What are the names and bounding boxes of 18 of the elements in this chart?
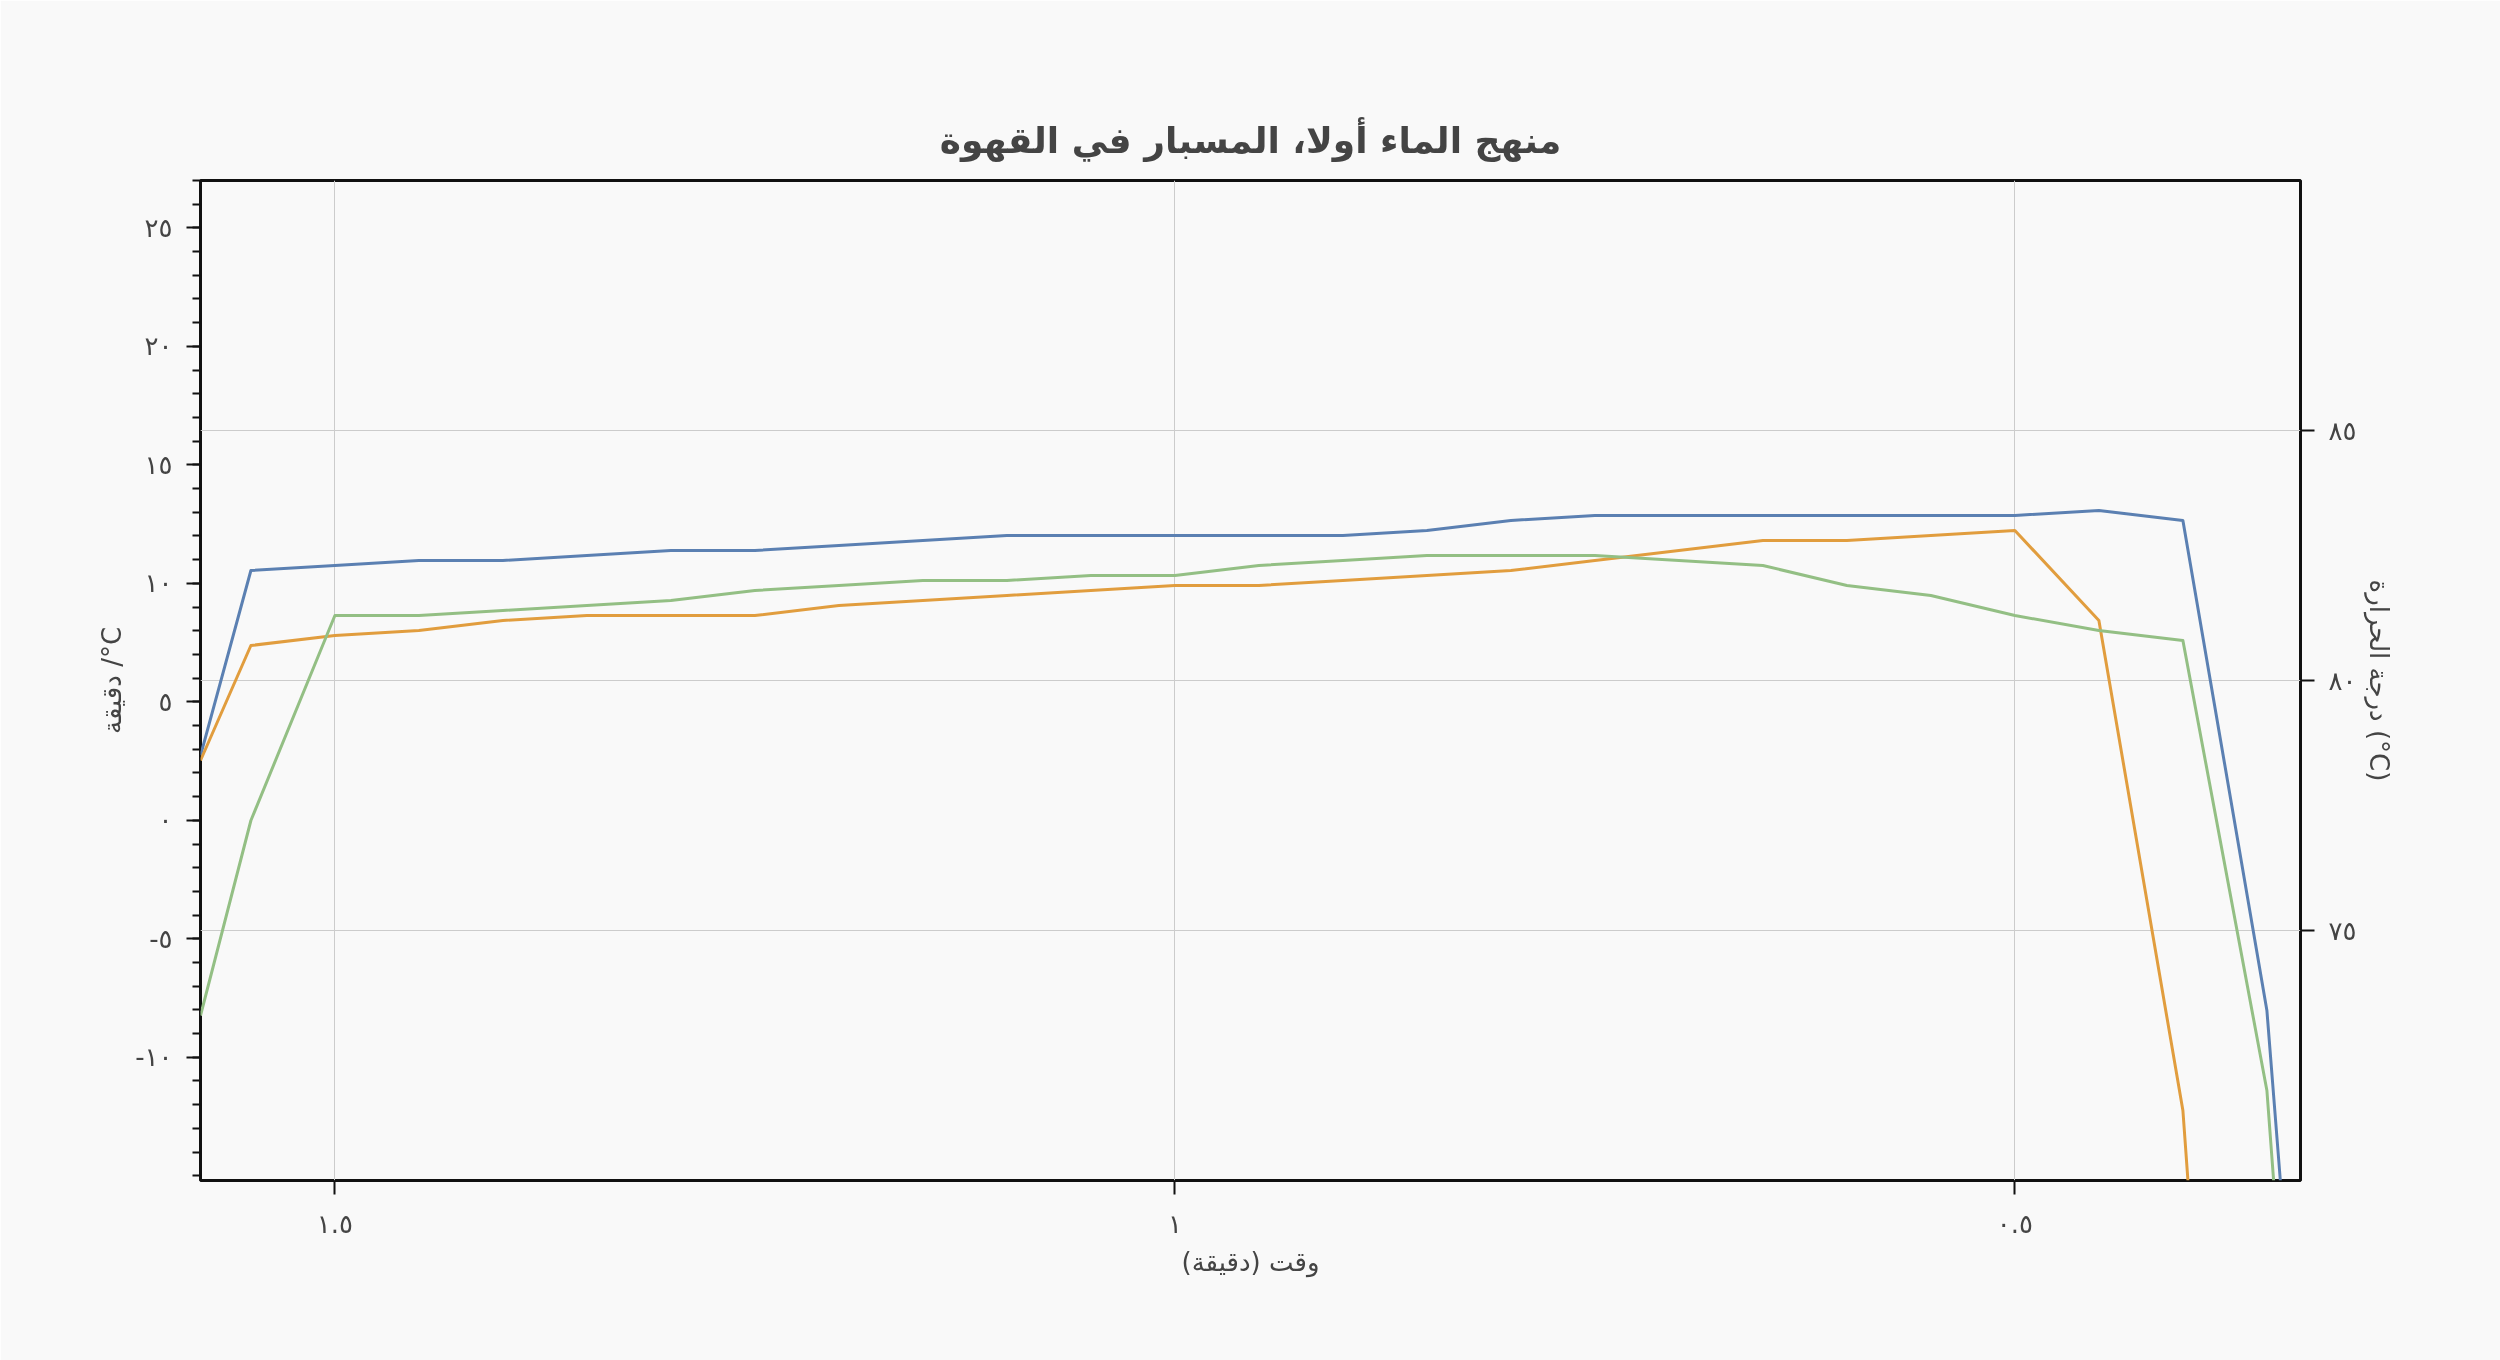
- y-tick-label: ٢٠: [144, 331, 173, 362]
- y2-tick-label: ٧٥: [2328, 915, 2357, 946]
- y-tick-label: ٢٥: [144, 212, 173, 243]
- x-tick-label: ١.٥: [316, 1208, 354, 1239]
- y-tick-label: ١٠: [144, 568, 173, 599]
- y-tick-label: -٥: [149, 923, 173, 954]
- y-tick-label: ٠: [158, 805, 173, 836]
- y-tick-label: ١٥: [144, 449, 173, 480]
- x-tick-label: ١: [1167, 1208, 1182, 1239]
- x-axis-title: وقت (دقيقة): [1181, 1246, 1320, 1278]
- y2-tick-label: ٨٥: [2328, 415, 2357, 446]
- y-tick-label: ٥: [158, 686, 173, 717]
- y-axis-title: دقيقة /°C: [97, 626, 128, 735]
- y2-tick-label: ٨٠: [2328, 665, 2357, 696]
- y2-axis-title: درجة الحرارة (°C): [2363, 579, 2395, 782]
- chart-title: منهج الماء أولا، المسبار في القهوة: [939, 116, 1562, 162]
- x-tick-label: ٠.٥: [1996, 1208, 2034, 1239]
- y-tick-label: -١٠: [135, 1042, 173, 1073]
